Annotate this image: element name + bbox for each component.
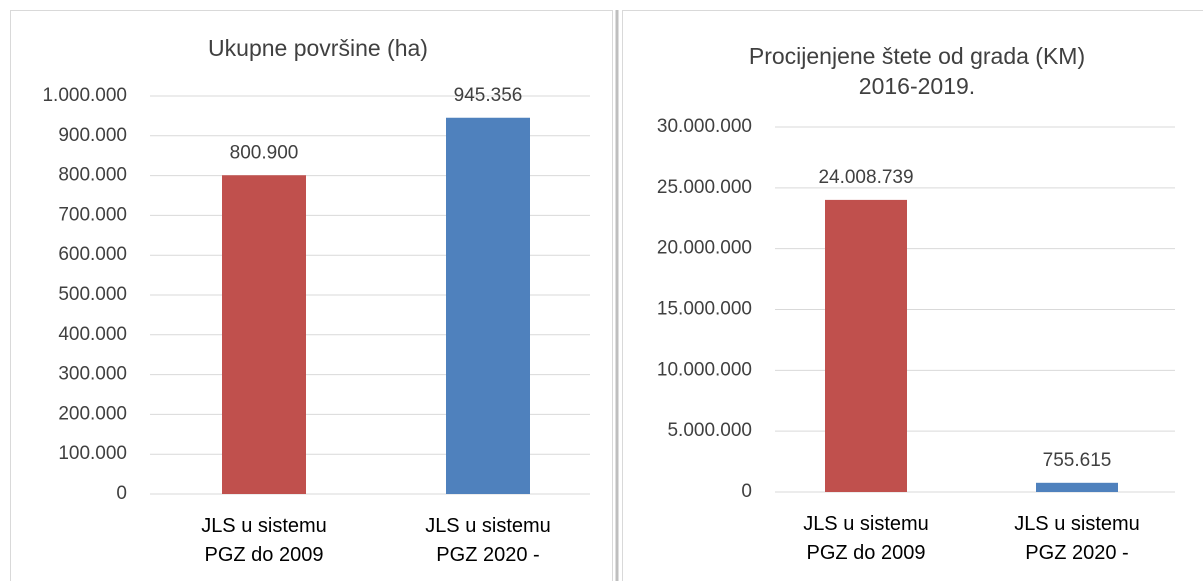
- y-tick-label: 900.000: [58, 125, 127, 146]
- panel-frame: [10, 10, 613, 581]
- y-tick-label: 400.000: [58, 324, 127, 345]
- y-tick-label: 25.000.000: [657, 177, 752, 198]
- data-label: 24.008.739: [818, 167, 913, 188]
- y-tick-label: 1.000.000: [42, 85, 127, 106]
- y-tick-label: 200.000: [58, 403, 127, 424]
- y-tick-label: 30.000.000: [657, 116, 752, 137]
- y-tick-label: 700.000: [58, 204, 127, 225]
- chart-title: Procijenjene štete od grada (KM) 2016-201…: [749, 43, 1085, 99]
- y-tick-label: 0: [741, 481, 752, 502]
- bar: [1036, 482, 1118, 492]
- y-tick-label: 15.000.000: [657, 299, 752, 320]
- x-tick-label: JLS u sistemu PGZ 2020 -: [1014, 513, 1140, 564]
- y-tick-label: 500.000: [58, 284, 127, 305]
- x-tick-label: JLS u sistemu PGZ do 2009: [201, 515, 327, 566]
- x-tick-label: JLS u sistemu PGZ 2020 -: [425, 515, 551, 566]
- y-tick-label: 5.000.000: [667, 420, 752, 441]
- y-tick-label: 0: [116, 483, 127, 504]
- y-tick-label: 600.000: [58, 244, 127, 265]
- y-tick-label: 10.000.000: [657, 359, 752, 380]
- data-label: 800.900: [230, 142, 299, 163]
- data-label: 755.615: [1043, 450, 1112, 471]
- x-tick-label: JLS u sistemu PGZ do 2009: [803, 513, 929, 564]
- data-label: 945.356: [454, 85, 523, 106]
- y-tick-label: 300.000: [58, 364, 127, 385]
- bar: [825, 199, 907, 492]
- bar: [222, 175, 306, 494]
- panel-frame: [622, 10, 1203, 581]
- y-tick-label: 800.000: [58, 165, 127, 186]
- chart-title: Ukupne površine (ha): [208, 35, 428, 61]
- y-tick-label: 20.000.000: [657, 238, 752, 259]
- y-tick-label: 100.000: [58, 443, 127, 464]
- bar: [446, 117, 530, 494]
